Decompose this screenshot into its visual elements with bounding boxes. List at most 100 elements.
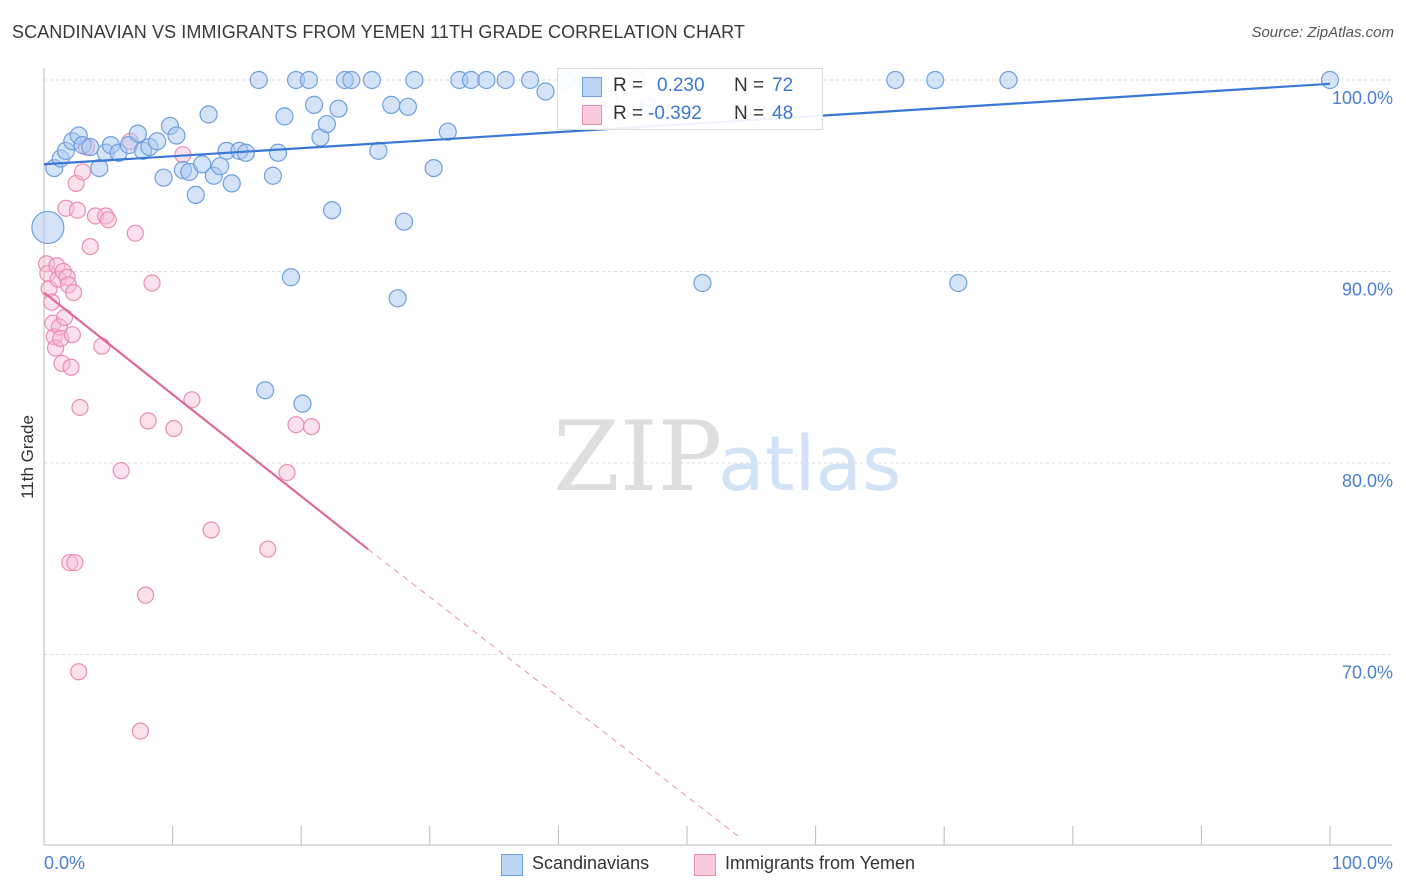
x-tick-label-min: 0.0% xyxy=(44,853,85,873)
yemen-point xyxy=(81,238,99,256)
scandinavian-point xyxy=(382,95,401,114)
yemen-point xyxy=(62,358,80,376)
r-value: -0.392 xyxy=(648,103,702,124)
r-label: R = xyxy=(613,103,644,124)
yemen-point xyxy=(131,722,150,740)
yemen-point xyxy=(136,586,155,604)
scandinavian-point xyxy=(186,185,205,204)
yemen-point xyxy=(71,398,89,417)
scandinavian-point xyxy=(329,99,348,118)
scandinavian-point xyxy=(268,143,288,162)
scandinavian-point xyxy=(693,273,712,293)
scandinavian-point xyxy=(322,201,342,220)
yemen-point xyxy=(70,663,88,681)
scandinavian-point xyxy=(154,168,173,187)
source-label: Source: ZipAtlas.com xyxy=(1251,24,1394,41)
yemen-point xyxy=(183,391,201,409)
yemen-point xyxy=(46,339,65,357)
stats-row-yemen: R = -0.392 N = 48 xyxy=(558,100,822,128)
yemen-point xyxy=(55,308,74,327)
r-value: 0.230 xyxy=(657,75,705,96)
scandinavian-point xyxy=(394,212,414,231)
watermark: ZIP atlas xyxy=(553,401,902,513)
scandinavian-point xyxy=(317,114,337,134)
axes xyxy=(43,68,1392,846)
n-label: N = xyxy=(734,103,765,124)
scandinavian-point xyxy=(249,70,268,90)
scandinavian-point xyxy=(521,70,540,90)
scandinavian-point xyxy=(275,107,294,126)
n-label: N = xyxy=(734,75,765,96)
scandinavian-point xyxy=(461,70,481,90)
yemen-point xyxy=(53,354,71,373)
yemen-point xyxy=(278,463,296,482)
scandinavian-point xyxy=(299,70,319,90)
scandinavian-point xyxy=(281,268,301,287)
n-value: 72 xyxy=(772,75,794,96)
yemen-point xyxy=(126,224,144,242)
yemen-point xyxy=(68,201,87,219)
yemen-legend-label: Immigrants from Yemen xyxy=(725,853,916,873)
scandinavians-legend-label: Scandinavians xyxy=(532,853,650,873)
scandinavian-point xyxy=(222,174,241,193)
yemen-point xyxy=(73,163,92,181)
yemen-point xyxy=(63,326,81,344)
yemen-trend-extension xyxy=(367,548,739,837)
r-label: R = xyxy=(613,75,644,96)
grid-lines xyxy=(44,79,1392,655)
scandinavian-point xyxy=(496,70,515,90)
scandinavian-point xyxy=(405,70,424,90)
scandinavian-point xyxy=(949,273,968,293)
yemen-trend-line xyxy=(43,291,369,551)
scandinavian-point xyxy=(256,381,275,400)
scandinavian-point xyxy=(193,155,212,174)
scandinavian-point xyxy=(398,97,418,116)
yemen-point xyxy=(43,293,61,311)
scandinavian-point xyxy=(438,122,457,141)
scandinavian-point xyxy=(388,289,407,308)
scandinavian-point xyxy=(81,137,100,157)
yemen-point xyxy=(302,418,321,436)
yemen-point xyxy=(202,521,220,539)
yemen-point xyxy=(64,283,83,302)
scandinavian-point xyxy=(304,95,324,114)
scandinavian-point xyxy=(477,70,496,90)
scandinavian-point xyxy=(926,70,945,90)
y-axis-label: 11th Grade xyxy=(18,415,37,499)
scandinavian-point xyxy=(342,70,361,90)
yemen-point xyxy=(99,211,117,229)
stats-legend: R = 0.230 N = 72 R = -0.392 N = 48 xyxy=(557,68,823,130)
x-tick-label-max: 100.0% xyxy=(1332,853,1393,873)
yemen-legend-swatch xyxy=(694,854,716,876)
scandinavian-point xyxy=(148,132,167,151)
scandinavians-swatch xyxy=(582,77,602,97)
yemen-point xyxy=(287,416,305,434)
yemen-point xyxy=(165,419,183,438)
yemen-point xyxy=(66,553,84,572)
scandinavian-point xyxy=(31,210,65,245)
scandinavian-point xyxy=(886,70,905,90)
y-tick-label: 100.0% xyxy=(1332,88,1393,108)
y-tick-label: 70.0% xyxy=(1342,663,1393,683)
scandinavian-point xyxy=(424,158,443,178)
scandinavian-point xyxy=(199,105,218,124)
chart-title: SCANDINAVIAN VS IMMIGRANTS FROM YEMEN 11… xyxy=(12,22,746,42)
y-tick-label: 90.0% xyxy=(1342,280,1393,300)
yemen-point xyxy=(48,257,66,275)
scandinavian-point xyxy=(263,166,283,185)
scandinavian-point xyxy=(369,141,388,160)
scandinavian-point xyxy=(536,82,555,101)
yemen-point xyxy=(139,412,157,430)
yemen-point xyxy=(93,337,111,355)
watermark-zip: ZIP xyxy=(553,401,722,513)
yemen-points xyxy=(37,132,321,740)
yemen-point xyxy=(259,540,277,558)
yemen-point xyxy=(143,274,161,292)
scandinavian-point xyxy=(293,394,312,413)
stats-row-scandinavians: R = 0.230 N = 72 xyxy=(558,72,822,100)
scandinavian-point xyxy=(90,158,109,178)
yemen-swatch xyxy=(582,105,602,125)
scandinavian-point xyxy=(211,157,230,176)
scandinavian-point xyxy=(999,70,1018,90)
